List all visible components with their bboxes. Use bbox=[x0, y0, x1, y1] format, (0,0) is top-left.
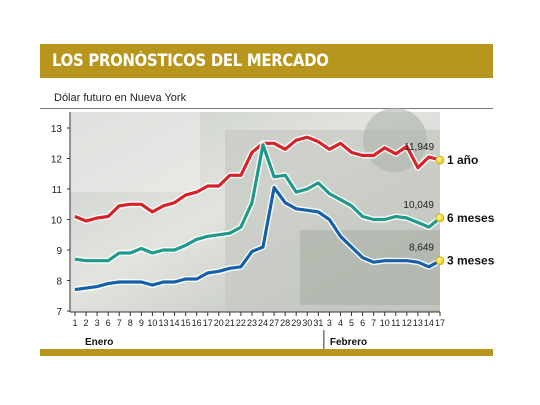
series-end-value: 10,049 bbox=[403, 200, 434, 211]
x-tick-label: 20 bbox=[214, 318, 224, 328]
x-tick-label: 3 bbox=[95, 318, 100, 328]
x-tick-label: 17 bbox=[203, 318, 213, 328]
x-tick-label: 6 bbox=[106, 318, 111, 328]
series-end-dot bbox=[435, 213, 445, 223]
x-tick-label: 11 bbox=[391, 318, 400, 328]
y-tick-label: 10 bbox=[51, 216, 63, 227]
series-end-value: 11,949 bbox=[404, 142, 434, 153]
series-group bbox=[73, 134, 445, 293]
series-name-label: 3 meses bbox=[447, 254, 495, 268]
month-labels: Enero Febrero bbox=[85, 330, 367, 349]
y-tick-label: 12 bbox=[51, 155, 63, 166]
x-tick-label: 31 bbox=[313, 318, 323, 328]
x-tick-label: 21 bbox=[225, 318, 235, 328]
x-tick-label: 17 bbox=[435, 318, 445, 328]
month-label: Febrero bbox=[330, 337, 367, 348]
x-tick-label: 6 bbox=[360, 318, 365, 328]
x-tick-label: 10 bbox=[380, 318, 390, 328]
series-end-dot bbox=[435, 155, 445, 165]
series-labels: 11,949 1 año 10,049 6 meses 8,649 3 meses bbox=[403, 142, 494, 268]
x-tick-label: 1 bbox=[72, 318, 77, 328]
y-axis: 7 8 9 10 11 12 13 bbox=[51, 124, 70, 318]
x-tick-label: 9 bbox=[139, 318, 144, 328]
x-tick-label: 15 bbox=[181, 318, 191, 328]
series-name-label: 6 meses bbox=[447, 211, 495, 225]
x-tick-label: 14 bbox=[170, 318, 180, 328]
x-axis: 1 2 3 6 7 8 9 10 13 14 15 16 17 20 21 22 23 24 27 28 29 30 31 3… bbox=[72, 312, 445, 328]
x-tick-label: 2 bbox=[84, 318, 89, 328]
x-tick-label: 28 bbox=[280, 318, 290, 328]
series-line bbox=[74, 185, 441, 292]
y-tick-label: 13 bbox=[51, 124, 63, 135]
chart-subtitle: Dólar futuro en Nueva York bbox=[54, 92, 187, 104]
x-tick-label: 3 bbox=[327, 318, 332, 328]
x-tick-label: 27 bbox=[269, 318, 279, 328]
x-tick-label: 7 bbox=[371, 318, 376, 328]
x-tick-label: 8 bbox=[128, 318, 133, 328]
y-tick-label: 8 bbox=[56, 277, 62, 288]
x-tick-label: 30 bbox=[302, 318, 312, 328]
x-tick-label: 5 bbox=[349, 318, 354, 328]
x-tick-label: 12 bbox=[402, 318, 412, 328]
month-label: Enero bbox=[85, 337, 113, 348]
x-tick-label: 4 bbox=[338, 318, 343, 328]
bottom-rule bbox=[40, 349, 493, 356]
x-tick-label: 13 bbox=[158, 318, 168, 328]
chart-title: LOS PRONÓSTICOS DEL MERCADO bbox=[52, 51, 329, 70]
title-banner: LOS PRONÓSTICOS DEL MERCADO bbox=[40, 44, 493, 78]
series-line bbox=[74, 143, 442, 263]
y-tick-label: 7 bbox=[56, 307, 62, 318]
subtitle-divider bbox=[40, 108, 493, 109]
x-tick-label: 14 bbox=[424, 318, 434, 328]
x-tick-label: 23 bbox=[247, 318, 257, 328]
x-tick-label: 10 bbox=[147, 318, 157, 328]
series-end-dot bbox=[435, 256, 445, 266]
y-tick-label: 9 bbox=[56, 246, 62, 257]
y-tick-label: 11 bbox=[52, 185, 63, 196]
series-name-label: 1 año bbox=[447, 153, 478, 167]
series-line bbox=[74, 135, 441, 223]
series-end-value: 8,649 bbox=[409, 243, 434, 254]
x-tick-label: 22 bbox=[236, 318, 246, 328]
x-tick-label: 16 bbox=[192, 318, 202, 328]
plot-frame bbox=[69, 112, 440, 313]
x-tick-label: 24 bbox=[258, 318, 268, 328]
x-tick-label: 13 bbox=[413, 318, 423, 328]
x-tick-label: 29 bbox=[291, 318, 301, 328]
x-tick-label: 7 bbox=[117, 318, 122, 328]
